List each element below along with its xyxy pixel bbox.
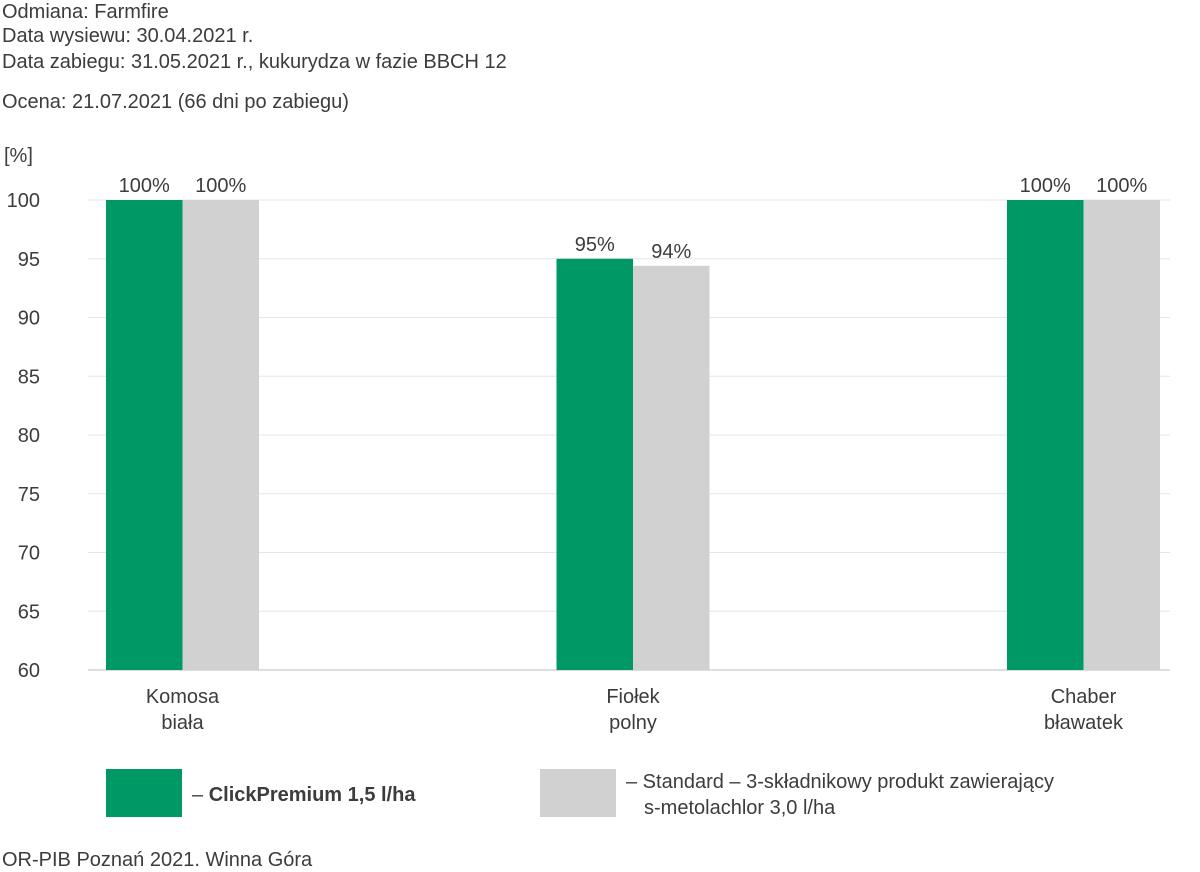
y-axis-unit-label: [%] (4, 145, 33, 167)
legend-dash: – (192, 784, 209, 806)
category-label-line2: bławatek (1044, 712, 1124, 734)
y-tick-label: 90 (18, 308, 40, 330)
bar-clickpremium-0 (106, 200, 183, 670)
bar-value-label: 100% (1020, 175, 1071, 197)
category-label-line2: polny (609, 712, 657, 734)
source-note: OR-PIB Poznań 2021. Winna Góra (2, 849, 313, 871)
legend-swatch-clickpremium (106, 769, 182, 817)
y-tick-label: 85 (18, 366, 40, 388)
bar-value-label: 100% (1096, 175, 1147, 197)
bar-chart: [%] 60 65 70 75 80 85 90 95 100 100% 100% Komosa biał… (4, 145, 1170, 734)
category-label-line1: Chaber (1051, 686, 1117, 708)
legend-label-standard-line2: s-metolachlor 3,0 l/ha (644, 797, 836, 819)
legend-product-name: ClickPremium 1,5 l/ha (208, 784, 416, 806)
y-tick-label: 100 (7, 190, 40, 212)
bar-value-label: 100% (119, 175, 170, 197)
y-tick-label: 95 (18, 249, 40, 271)
legend-swatch-standard (540, 769, 616, 817)
bar-value-label: 94% (651, 241, 691, 263)
sowing-date-line: Data wysiewu: 30.04.2021 r. (2, 25, 254, 47)
bar-standard-2 (1083, 200, 1160, 670)
bar-standard-1 (633, 265, 710, 670)
y-tick-label: 70 (18, 543, 40, 565)
y-tick-label: 75 (18, 484, 40, 506)
variety-line: Odmiana: Farmfire (2, 1, 169, 23)
bar-clickpremium-2 (1007, 200, 1084, 670)
legend-label-clickpremium: – ClickPremium 1,5 l/ha (192, 783, 415, 807)
bar-value-label: 100% (195, 175, 246, 197)
y-tick-label: 65 (18, 601, 40, 623)
bar-clickpremium-1 (556, 258, 633, 670)
y-tick-label: 80 (18, 425, 40, 447)
treatment-date-line: Data zabiegu: 31.05.2021 r., kukurydza w… (2, 51, 507, 73)
category-label-line1: Komosa (146, 686, 220, 708)
y-tick-label: 60 (18, 660, 40, 682)
bar-standard-0 (182, 200, 259, 670)
assessment-date-line: Ocena: 21.07.2021 (66 dni po zabiegu) (2, 91, 349, 113)
category-label-line1: Fiołek (606, 686, 660, 708)
category-label-line2: biała (161, 712, 204, 734)
bar-value-label: 95% (575, 234, 615, 256)
legend-label-standard-line1: – Standard – 3-składnikowy produkt zawie… (626, 771, 1054, 793)
